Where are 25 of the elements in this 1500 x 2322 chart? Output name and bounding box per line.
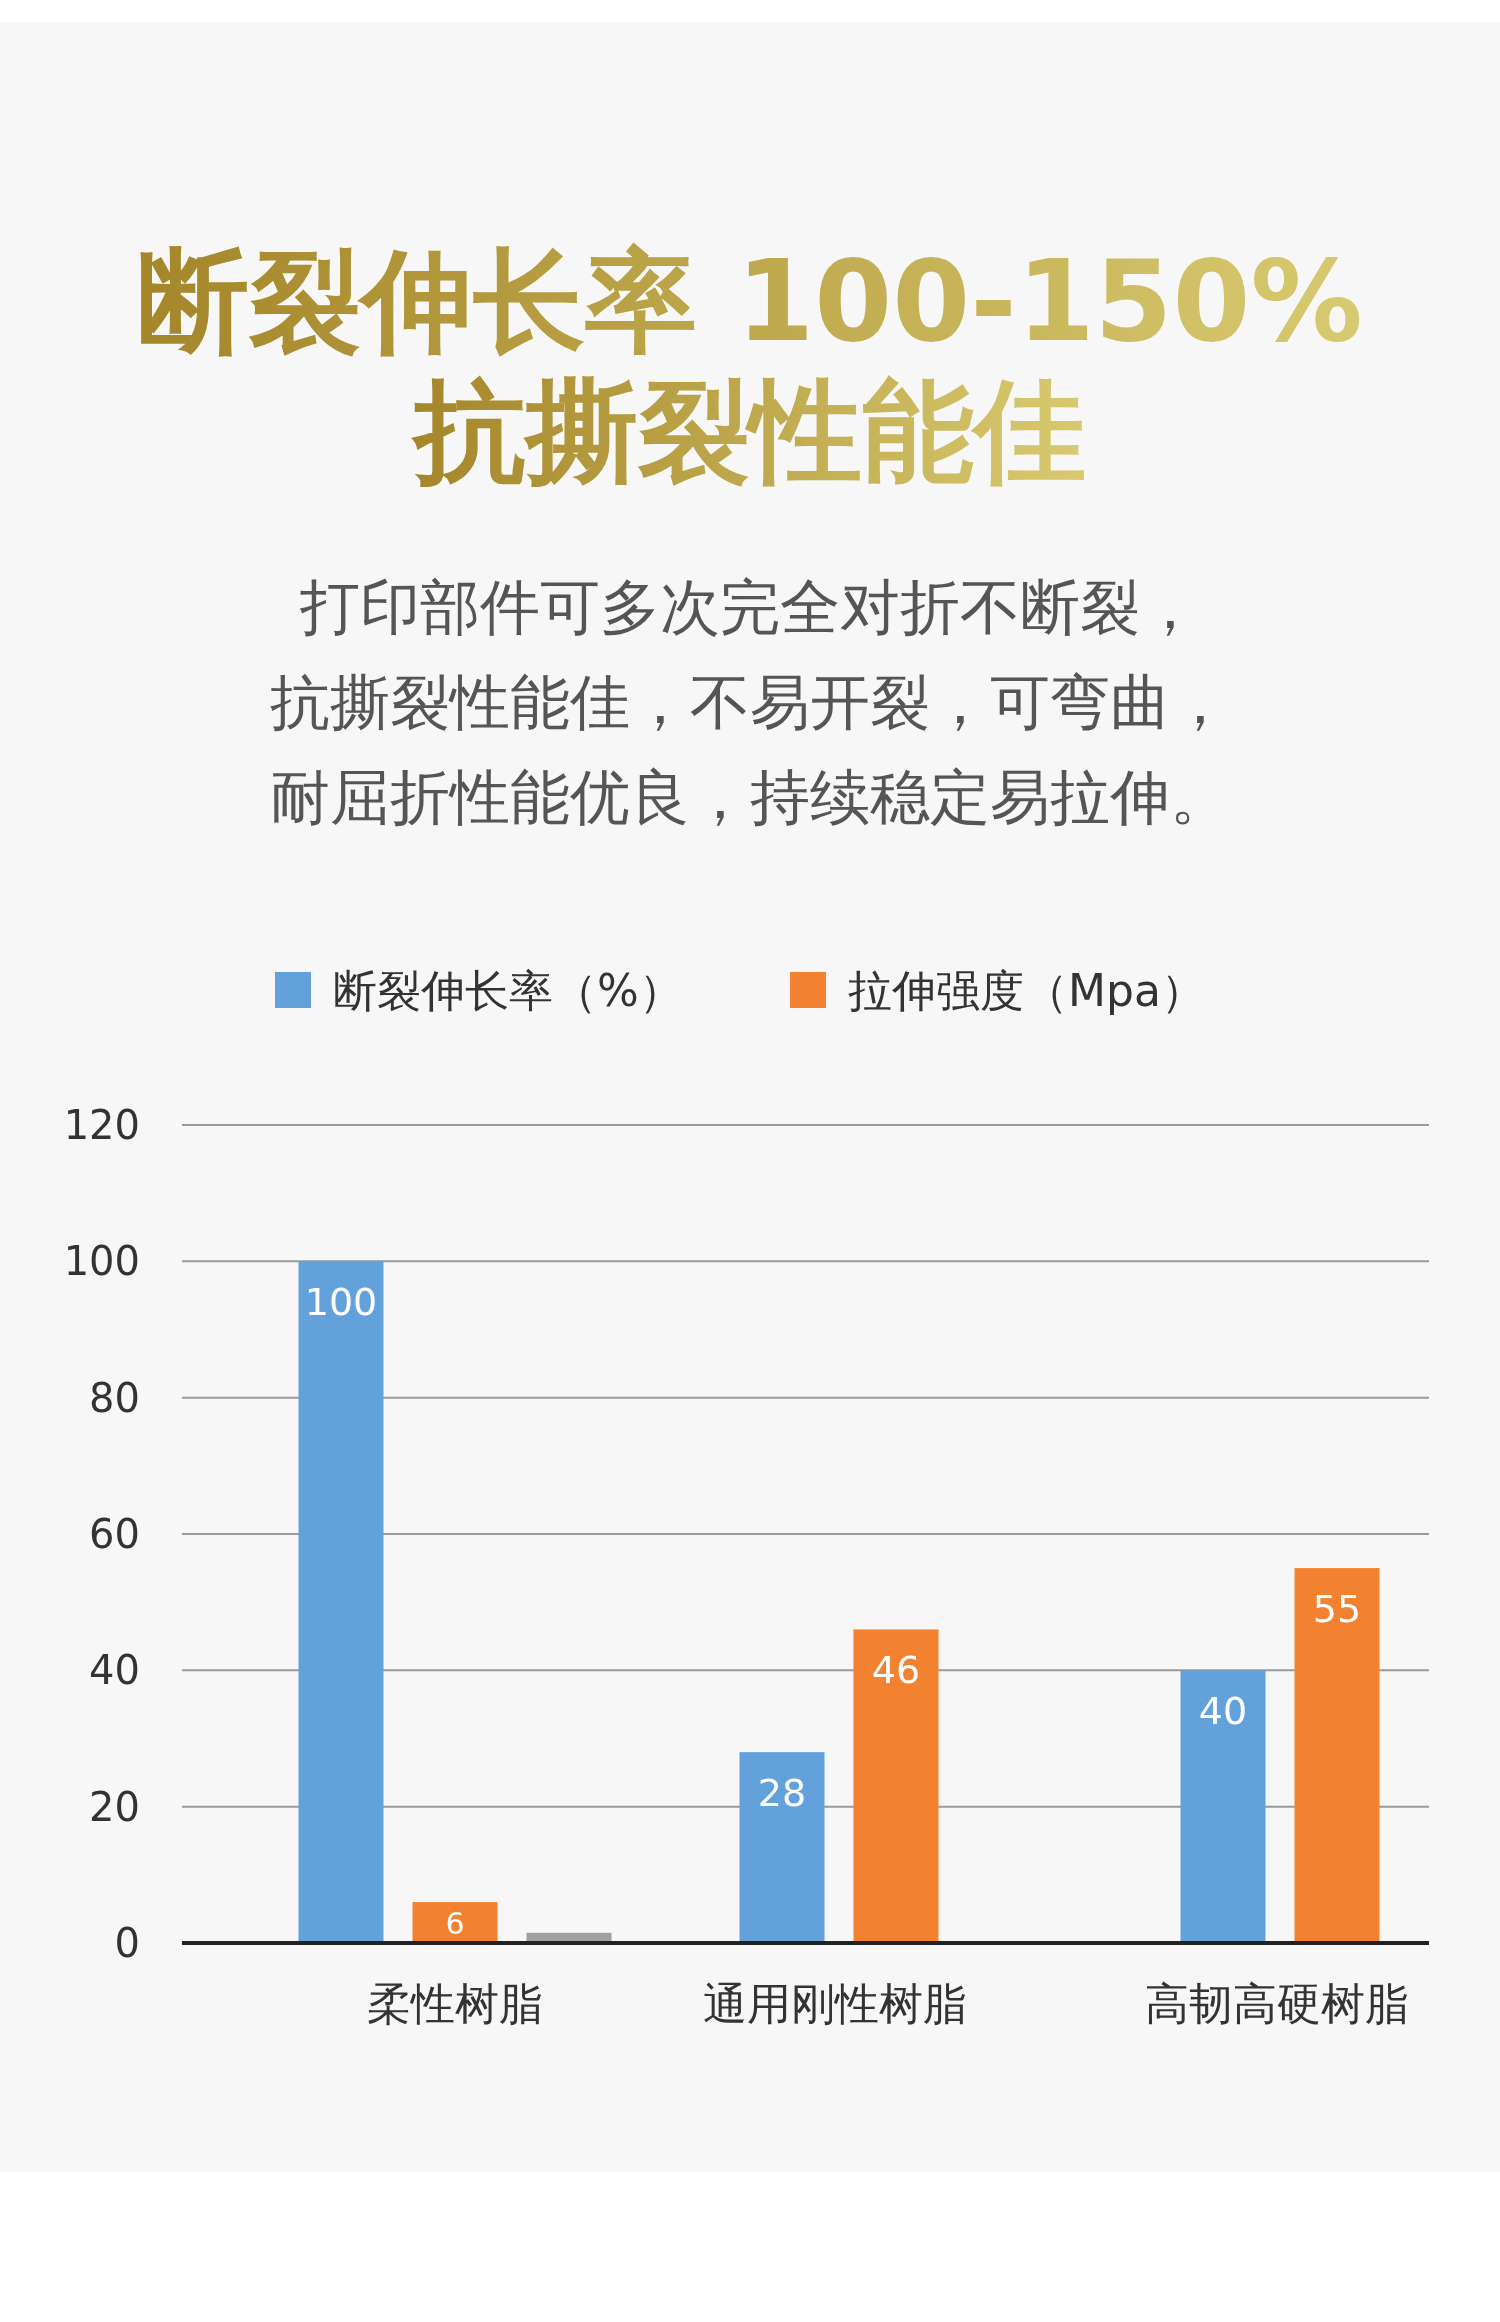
chart-subtitle: 打印部件可多次完全对折不断裂，抗撕裂性能佳，不易开裂，可弯曲，耐屈折性能优良，持续稳定易拉伸。 xyxy=(270,572,1230,832)
legend-label: 拉伸强度（Mpa） xyxy=(848,965,1205,1016)
x-tick-label: 柔性树脂 xyxy=(367,1978,543,2029)
y-tick-label: 120 xyxy=(63,1102,140,1148)
data-label: 46 xyxy=(871,1648,921,1693)
y-tick-label: 0 xyxy=(114,1920,140,1966)
data-label: 55 xyxy=(1312,1587,1362,1632)
y-tick-label: 80 xyxy=(89,1374,140,1421)
data-label: 40 xyxy=(1198,1689,1248,1734)
chart-title: 断裂伸长率 100-150% 抗撕裂性能佳 xyxy=(137,236,1363,496)
legend-label: 断裂伸长率（%） xyxy=(333,965,683,1016)
bar xyxy=(1294,1568,1380,1943)
y-tick-label: 40 xyxy=(89,1647,140,1694)
y-tick-label: 100 xyxy=(63,1238,140,1285)
bar xyxy=(739,1752,825,1943)
bar xyxy=(298,1261,384,1943)
data-label: 6 xyxy=(445,1905,465,1941)
y-tick-label: 60 xyxy=(89,1511,140,1557)
bar xyxy=(853,1629,939,1943)
bar xyxy=(1180,1670,1266,1943)
data-label: 28 xyxy=(757,1771,807,1816)
y-tick-label: 20 xyxy=(89,1783,140,1830)
x-tick-label: 高韧高硬树脂 xyxy=(1145,1978,1409,2029)
data-label: 100 xyxy=(304,1280,378,1325)
x-tick-label: 通用刚性树脂 xyxy=(703,1978,967,2029)
